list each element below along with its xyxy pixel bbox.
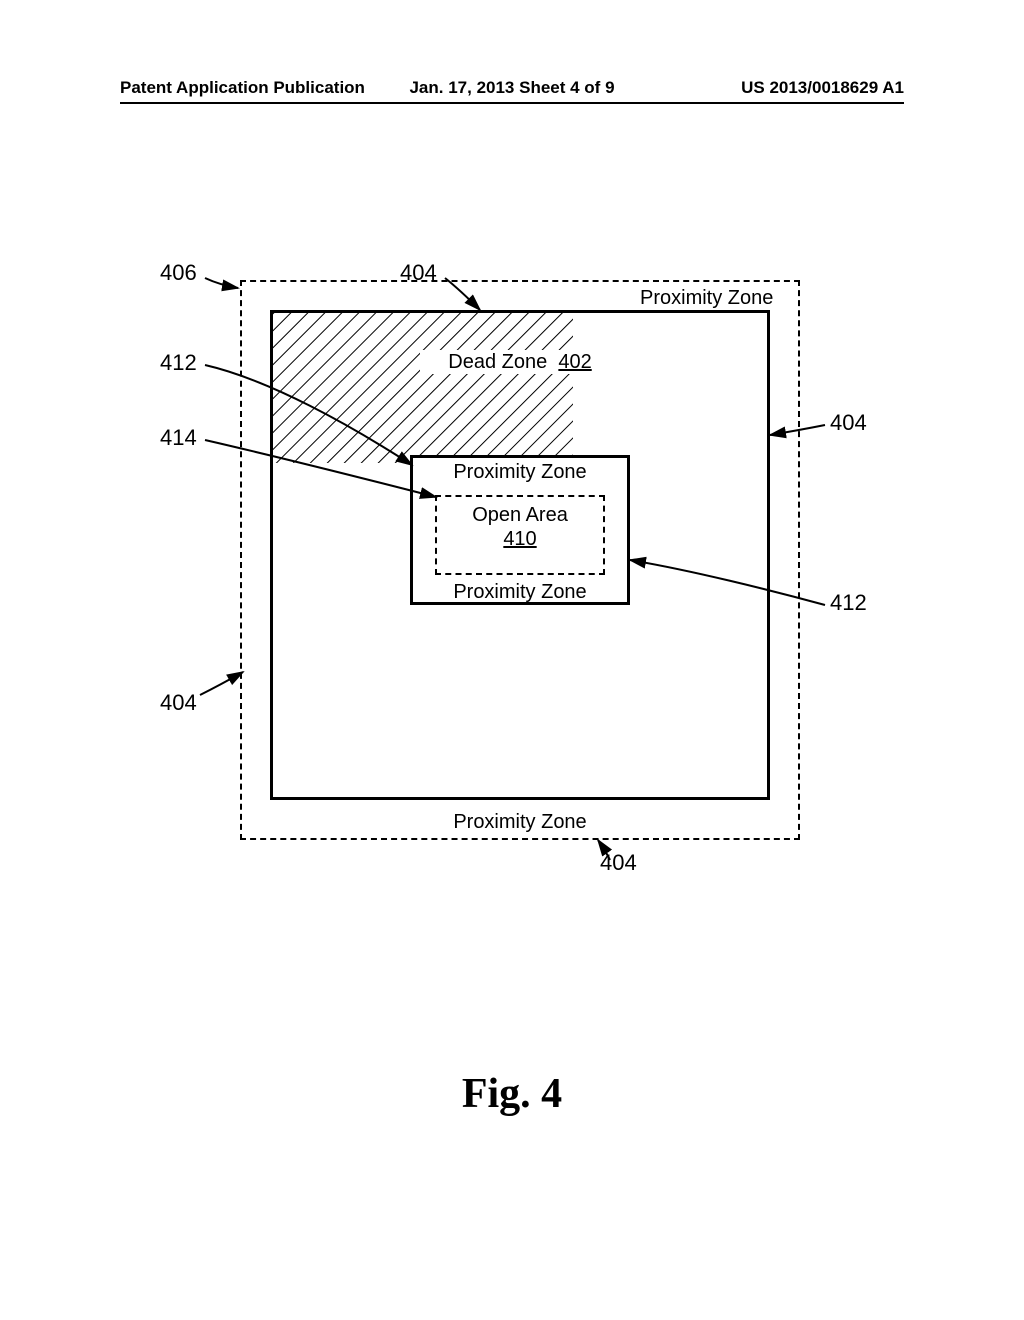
header-center: Jan. 17, 2013 Sheet 4 of 9 bbox=[409, 78, 614, 98]
figure-caption: Fig. 4 bbox=[0, 1070, 1024, 1118]
header-right: US 2013/0018629 A1 bbox=[741, 78, 904, 98]
header-left: Patent Application Publication bbox=[120, 78, 365, 98]
page: Patent Application Publication Jan. 17, … bbox=[0, 0, 1024, 1320]
page-header: Patent Application Publication Jan. 17, … bbox=[120, 78, 904, 98]
header-rule bbox=[120, 102, 904, 104]
leader-lines-icon bbox=[120, 260, 904, 960]
figure-4-diagram: Proximity Zone Dead Zone 402 Proximity Z… bbox=[120, 260, 904, 960]
